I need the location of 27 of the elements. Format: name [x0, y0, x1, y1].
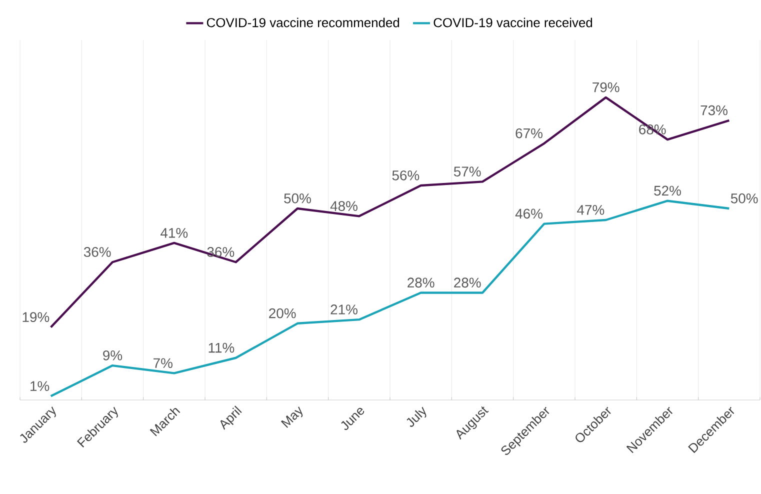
data-label: 1% — [30, 381, 50, 391]
data-label: 47% — [577, 205, 604, 215]
data-label: 28% — [408, 278, 434, 288]
data-label: 9% — [103, 350, 122, 360]
legend-label: COVID-19 vaccine recommended — [206, 18, 400, 28]
data-label: 36% — [84, 247, 111, 257]
data-label: 48% — [330, 201, 358, 211]
data-label: 50% — [284, 193, 311, 204]
x-tick-label: July — [406, 406, 426, 427]
data-label: 41% — [160, 228, 188, 238]
data-label: 52% — [654, 186, 681, 196]
data-label: 67% — [516, 128, 542, 138]
legend-label: COVID-19 vaccine received — [434, 18, 592, 28]
data-label: 36% — [207, 247, 234, 257]
data-label: 11% — [208, 342, 234, 353]
x-tick-label: May — [280, 406, 303, 428]
data-label: 46% — [515, 208, 542, 219]
data-label: 73% — [700, 105, 728, 116]
data-label: 28% — [454, 278, 481, 288]
data-label: 50% — [730, 193, 758, 204]
data-label: 19% — [22, 312, 50, 322]
data-label: 56% — [392, 170, 420, 180]
data-label: 57% — [454, 166, 481, 177]
data-label: 7% — [154, 358, 172, 368]
data-label: 21% — [330, 304, 358, 314]
data-label: 20% — [269, 308, 296, 318]
data-label: 79% — [592, 82, 620, 92]
